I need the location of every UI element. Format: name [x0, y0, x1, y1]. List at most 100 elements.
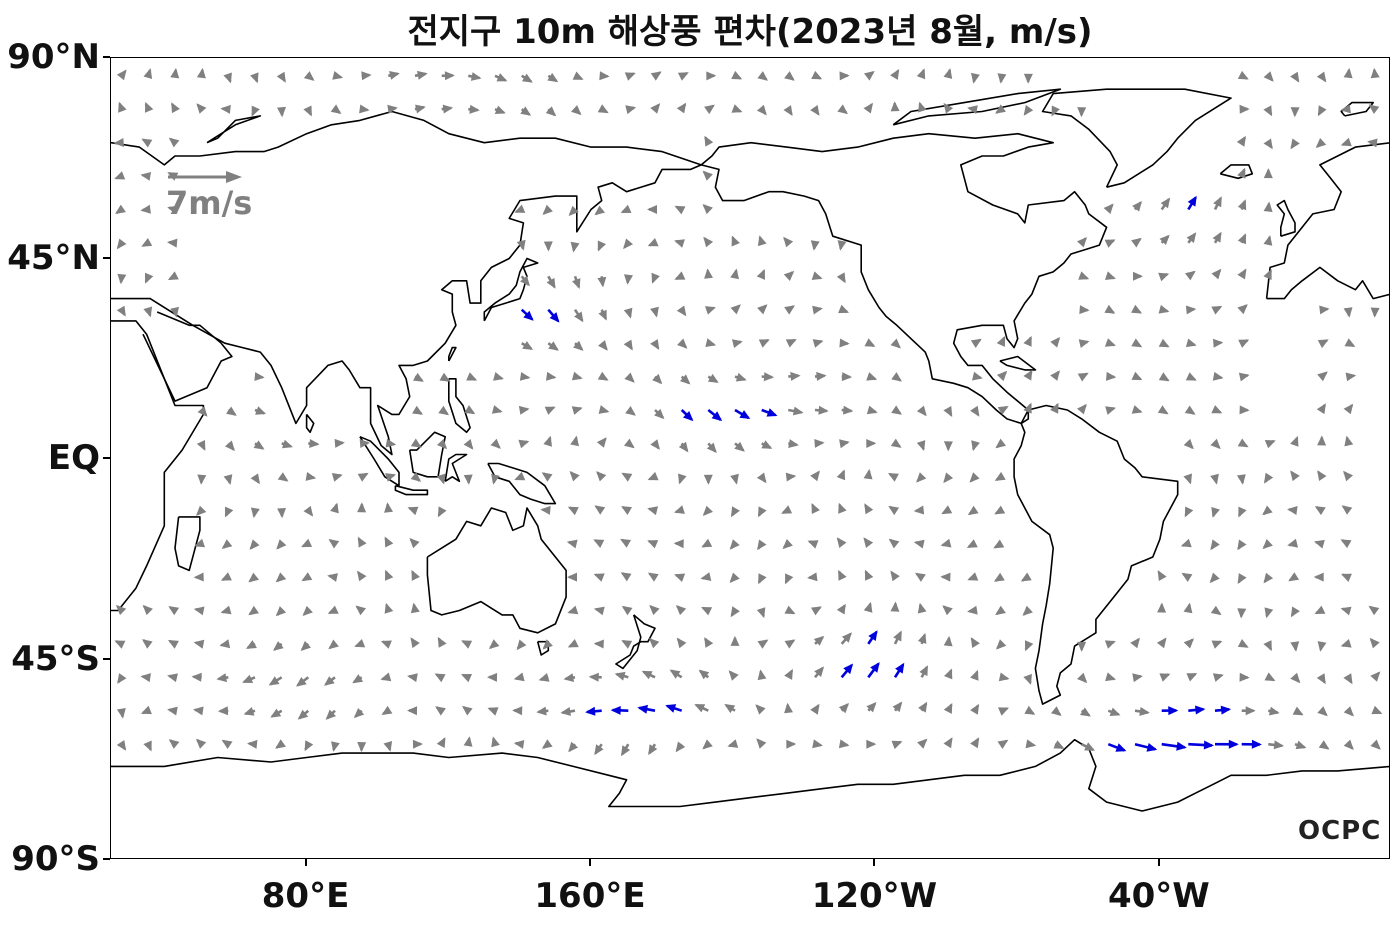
wind-vector-arrow [1053, 740, 1065, 750]
wind-vector-arrow [541, 472, 553, 482]
wind-vector-arrow [810, 105, 820, 116]
wind-vector-arrow [249, 539, 260, 550]
wind-vector-arrow [546, 371, 557, 381]
wind-vector-arrow [520, 308, 534, 321]
wind-vector-arrow [649, 638, 660, 649]
wind-vector-arrow [1318, 740, 1330, 750]
wind-vector-arrow [1103, 203, 1114, 214]
wind-vector-arrow [1159, 673, 1171, 682]
wind-vector-arrow [543, 241, 553, 252]
wind-vector-arrow [1237, 438, 1249, 448]
wind-vector-arrow [1158, 372, 1170, 382]
lat-tick-label: EQ [47, 438, 100, 478]
wind-vector-arrow [245, 640, 257, 650]
wind-vector-arrow [1188, 705, 1206, 715]
lon-tick-mark [1157, 859, 1160, 866]
wind-vector-arrow [407, 506, 419, 516]
wind-vector-arrow [308, 439, 320, 448]
wind-vector-arrow [866, 739, 877, 749]
wind-vector-arrow [547, 72, 559, 83]
wind-vector-arrow [594, 505, 606, 515]
wind-vector-arrow [837, 104, 848, 115]
wind-vector-arrow [116, 708, 126, 719]
wind-vector-arrow [141, 238, 153, 247]
wind-vector-arrow [116, 238, 127, 250]
wind-vector-arrow [410, 472, 422, 482]
wind-vector-arrow [435, 706, 446, 716]
wind-vector-arrow [730, 506, 740, 518]
wind-vector-arrow [281, 439, 293, 449]
wind-vector-arrow [1239, 104, 1250, 114]
wind-vector-arrow [757, 235, 767, 247]
wind-vector-arrow [328, 639, 339, 650]
wind-vector-arrow [624, 438, 635, 449]
wind-vector-arrow [674, 271, 686, 280]
wind-vector-arrow [1161, 741, 1187, 751]
wind-vector-arrow [784, 573, 794, 585]
wind-vector-arrow [331, 741, 340, 752]
wind-vector-arrow [276, 71, 286, 83]
wind-vector-arrow [1186, 232, 1197, 244]
wind-vector-arrow [1156, 637, 1167, 649]
wind-vector-arrow [1050, 370, 1060, 381]
wind-vector-arrow [943, 472, 954, 484]
wind-vector-arrow [625, 406, 636, 416]
wind-vector-arrow [620, 572, 632, 582]
wind-vector-arrow [893, 630, 902, 645]
lat-tick-mark [103, 457, 110, 459]
wind-vector-arrow [1241, 706, 1256, 716]
wind-vector-arrow [118, 101, 127, 113]
wind-vector-arrow [542, 639, 553, 650]
wind-vector-arrow [1313, 572, 1324, 582]
wind-vector-arrow [1317, 105, 1327, 117]
wind-vector-arrow [117, 673, 127, 684]
wind-vector-arrow [1077, 403, 1087, 415]
wind-vector-arrow [251, 105, 260, 117]
wind-vector-arrow [1158, 304, 1170, 314]
wind-vector-arrow [219, 639, 231, 649]
wind-vector-arrow [167, 271, 179, 281]
wind-vector-arrow [248, 605, 259, 616]
wind-vector-arrow [1213, 196, 1222, 211]
wind-vector-arrow [277, 508, 286, 519]
wind-vector-arrow [943, 635, 953, 647]
wind-vector-arrow [300, 640, 311, 651]
wind-vector-arrow [1238, 372, 1250, 382]
wind-vector-arrow [1184, 405, 1196, 415]
wind-vector-arrow [917, 602, 927, 614]
wind-vector-arrow [301, 572, 313, 582]
wind-vector-arrow [812, 305, 823, 315]
wind-vector-arrow [303, 105, 313, 117]
wind-vector-arrow [546, 275, 556, 289]
wind-vector-arrow [1317, 641, 1327, 652]
wind-vector-arrow [970, 405, 980, 417]
wind-vector-arrow [675, 741, 686, 753]
wind-vector-arrow [970, 637, 980, 648]
wind-vector-arrow [756, 269, 766, 280]
wind-vector-arrow [220, 572, 232, 581]
wind-vector-arrow [303, 71, 315, 81]
wind-vector-arrow [680, 409, 694, 422]
wind-vector-arrow [1314, 605, 1326, 615]
wind-vector-arrow [567, 506, 579, 516]
wind-vector-arrow [381, 705, 393, 716]
wind-vector-arrow [1211, 268, 1222, 280]
wind-vector-arrow [1370, 307, 1380, 318]
wind-vector-arrow [994, 471, 1006, 482]
wind-vector-arrow [1188, 740, 1214, 750]
wind-vector-arrow [970, 703, 980, 715]
sumatra-outline [359, 435, 400, 487]
wind-vector-arrow [621, 505, 632, 515]
wind-vector-arrow [1371, 705, 1383, 715]
wind-vector-arrow [461, 673, 472, 683]
wind-vector-arrow [836, 469, 846, 481]
wind-vector-arrow [1314, 505, 1326, 516]
south-america-outline [1013, 404, 1179, 705]
wind-vector-arrow [1185, 338, 1197, 348]
lat-tick-mark [103, 56, 110, 58]
wind-vector-arrow [357, 742, 367, 753]
wind-vector-arrow [1287, 538, 1298, 548]
wind-vector-arrow [520, 106, 532, 116]
wind-vector-arrow [491, 473, 500, 485]
wind-vector-arrow [521, 341, 534, 351]
